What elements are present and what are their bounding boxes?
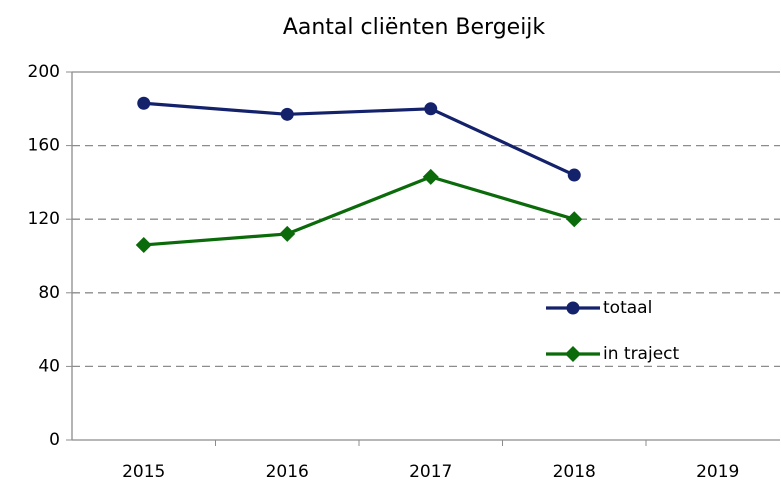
y-tick-label: 160 bbox=[28, 136, 60, 156]
marker bbox=[567, 168, 581, 182]
marker bbox=[566, 211, 583, 228]
x-tick-label: 2019 bbox=[696, 462, 739, 482]
marker bbox=[280, 107, 294, 121]
marker bbox=[565, 346, 581, 362]
x-tick-label: 2015 bbox=[122, 462, 165, 482]
x-tick-label: 2017 bbox=[409, 462, 452, 482]
x-tick-label: 2016 bbox=[266, 462, 309, 482]
marker bbox=[135, 236, 152, 253]
chart-title: Aantal cliënten Bergeijk bbox=[283, 15, 546, 40]
y-tick-label: 0 bbox=[49, 430, 60, 450]
marker bbox=[422, 168, 439, 185]
y-tick-label: 80 bbox=[38, 283, 60, 303]
marker bbox=[424, 102, 438, 116]
y-tick-label: 120 bbox=[28, 209, 60, 229]
y-tick-label: 40 bbox=[38, 356, 60, 376]
legend-label: in traject bbox=[603, 344, 680, 364]
marker bbox=[279, 225, 296, 242]
series-line bbox=[143, 175, 575, 247]
x-tick-label: 2018 bbox=[553, 462, 596, 482]
series-line bbox=[143, 101, 575, 177]
marker bbox=[137, 96, 151, 110]
legend-label: totaal bbox=[603, 298, 652, 318]
marker bbox=[566, 301, 580, 315]
y-tick-label: 200 bbox=[28, 62, 60, 82]
